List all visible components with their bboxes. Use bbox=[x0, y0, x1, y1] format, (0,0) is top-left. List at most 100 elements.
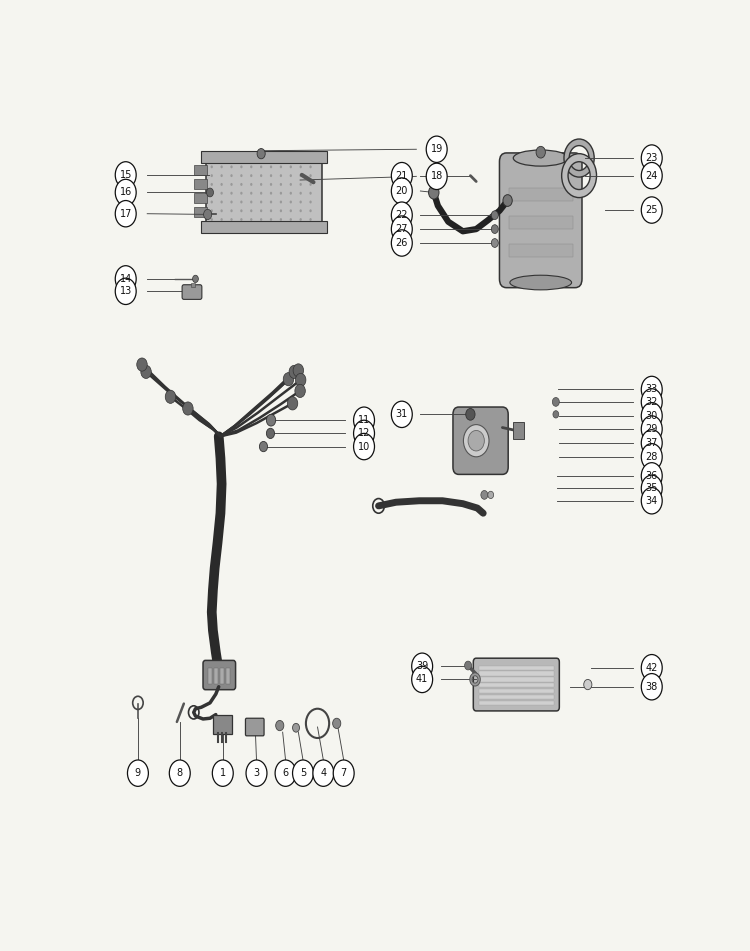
Text: 4: 4 bbox=[320, 768, 326, 778]
Circle shape bbox=[310, 209, 312, 212]
Circle shape bbox=[641, 389, 662, 415]
Text: 19: 19 bbox=[430, 145, 442, 154]
Circle shape bbox=[211, 209, 213, 212]
Circle shape bbox=[230, 209, 232, 212]
Circle shape bbox=[270, 174, 272, 177]
Circle shape bbox=[488, 492, 494, 498]
Text: 3: 3 bbox=[254, 768, 260, 778]
Circle shape bbox=[292, 724, 299, 732]
Circle shape bbox=[240, 174, 242, 177]
Bar bbox=[478, 671, 554, 676]
Circle shape bbox=[203, 209, 211, 220]
Circle shape bbox=[468, 431, 484, 451]
Circle shape bbox=[290, 183, 292, 185]
Circle shape bbox=[250, 209, 253, 212]
Bar bbox=[478, 677, 554, 682]
Circle shape bbox=[206, 188, 214, 197]
Circle shape bbox=[584, 679, 592, 689]
FancyBboxPatch shape bbox=[473, 658, 560, 711]
Bar bbox=[478, 701, 554, 705]
Bar bbox=[478, 689, 554, 693]
Circle shape bbox=[310, 165, 312, 168]
Bar bbox=[478, 695, 554, 699]
Circle shape bbox=[333, 760, 354, 786]
Circle shape bbox=[116, 265, 136, 292]
Circle shape bbox=[220, 209, 223, 212]
FancyBboxPatch shape bbox=[182, 284, 202, 300]
Circle shape bbox=[280, 165, 282, 168]
Circle shape bbox=[412, 667, 433, 692]
Bar bbox=[220, 668, 224, 684]
Bar bbox=[201, 221, 327, 233]
Text: 13: 13 bbox=[119, 286, 132, 297]
Circle shape bbox=[503, 195, 512, 206]
Text: 6: 6 bbox=[283, 768, 289, 778]
Text: 7: 7 bbox=[340, 768, 346, 778]
Circle shape bbox=[299, 209, 302, 212]
Circle shape bbox=[240, 201, 242, 204]
FancyBboxPatch shape bbox=[206, 160, 322, 225]
Circle shape bbox=[280, 192, 282, 195]
Circle shape bbox=[392, 178, 412, 204]
Circle shape bbox=[284, 373, 294, 386]
Bar bbox=[214, 668, 218, 684]
Circle shape bbox=[211, 201, 213, 204]
Bar bbox=[194, 165, 207, 175]
Circle shape bbox=[270, 183, 272, 185]
Circle shape bbox=[280, 174, 282, 177]
Circle shape bbox=[299, 174, 302, 177]
Text: 8: 8 bbox=[177, 768, 183, 778]
Circle shape bbox=[280, 218, 282, 221]
Circle shape bbox=[212, 760, 233, 786]
Circle shape bbox=[353, 420, 374, 447]
Circle shape bbox=[392, 401, 412, 428]
Circle shape bbox=[466, 409, 475, 420]
Text: 31: 31 bbox=[396, 409, 408, 419]
Text: 42: 42 bbox=[646, 663, 658, 672]
Circle shape bbox=[299, 192, 302, 195]
Circle shape bbox=[290, 218, 292, 221]
Circle shape bbox=[641, 416, 662, 442]
Circle shape bbox=[491, 224, 498, 234]
Text: 35: 35 bbox=[646, 483, 658, 494]
Bar bbox=[194, 193, 207, 203]
Circle shape bbox=[310, 183, 312, 185]
Bar bbox=[509, 243, 573, 257]
Ellipse shape bbox=[510, 275, 572, 290]
Circle shape bbox=[170, 760, 190, 786]
FancyBboxPatch shape bbox=[203, 660, 236, 689]
Circle shape bbox=[250, 218, 253, 221]
Circle shape bbox=[310, 218, 312, 221]
Circle shape bbox=[250, 183, 253, 185]
Circle shape bbox=[641, 402, 662, 429]
Circle shape bbox=[240, 192, 242, 195]
Circle shape bbox=[220, 165, 223, 168]
Ellipse shape bbox=[513, 150, 568, 166]
Circle shape bbox=[353, 407, 374, 434]
Text: 28: 28 bbox=[646, 452, 658, 462]
Circle shape bbox=[240, 165, 242, 168]
Circle shape bbox=[230, 183, 232, 185]
FancyBboxPatch shape bbox=[213, 715, 232, 734]
Circle shape bbox=[257, 148, 265, 159]
Bar bbox=[194, 180, 207, 189]
Circle shape bbox=[266, 415, 276, 426]
Circle shape bbox=[641, 430, 662, 456]
Circle shape bbox=[641, 163, 662, 189]
Circle shape bbox=[641, 476, 662, 501]
Text: 39: 39 bbox=[416, 661, 428, 671]
Circle shape bbox=[310, 192, 312, 195]
Text: 14: 14 bbox=[119, 274, 132, 284]
Text: 21: 21 bbox=[396, 170, 408, 181]
Circle shape bbox=[641, 654, 662, 681]
Circle shape bbox=[260, 201, 262, 204]
Circle shape bbox=[641, 488, 662, 514]
Circle shape bbox=[220, 183, 223, 185]
Circle shape bbox=[270, 192, 272, 195]
Circle shape bbox=[270, 218, 272, 221]
Circle shape bbox=[240, 209, 242, 212]
Text: 11: 11 bbox=[358, 416, 370, 425]
Text: 9: 9 bbox=[135, 768, 141, 778]
Circle shape bbox=[136, 358, 147, 371]
Circle shape bbox=[220, 174, 223, 177]
